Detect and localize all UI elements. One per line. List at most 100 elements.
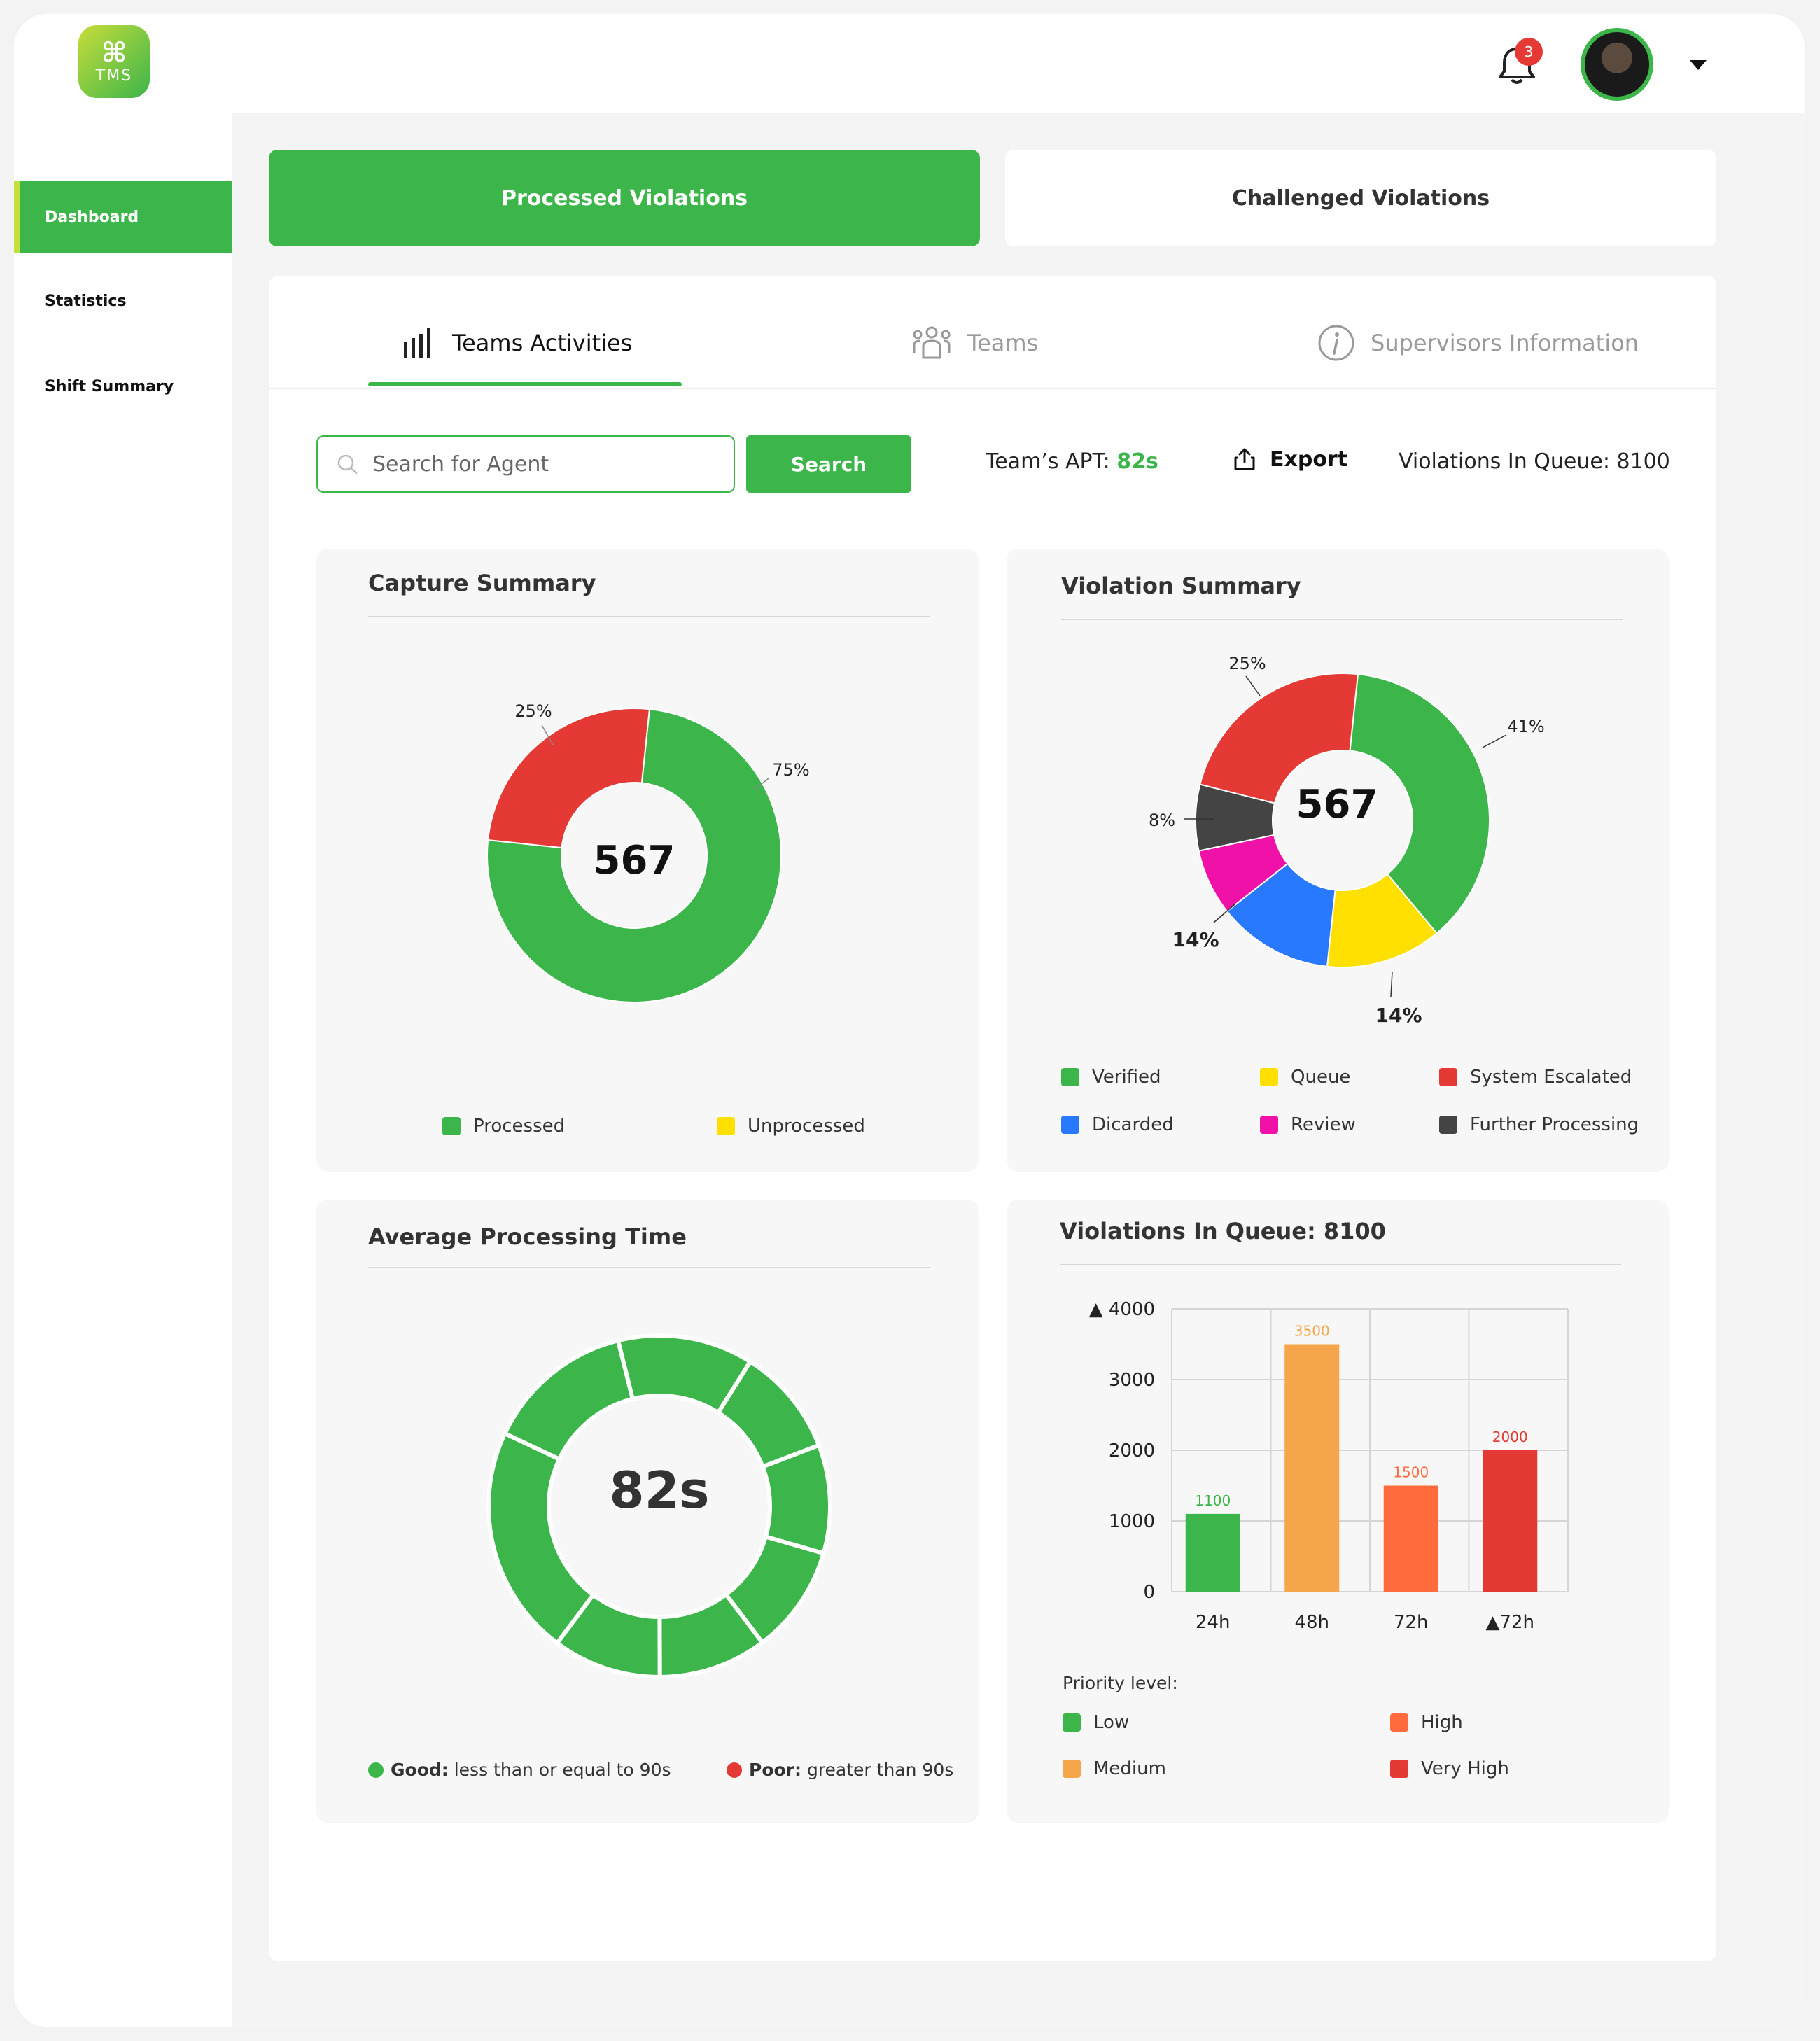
- bar-3: [1483, 1450, 1538, 1592]
- subtab-teams-activities[interactable]: Teams Activities: [402, 318, 632, 368]
- center-value: 567: [1296, 782, 1378, 827]
- pie-slice-verified: [1349, 673, 1490, 934]
- bar-0: [1185, 1513, 1240, 1592]
- bar-value-label: 1500: [1393, 1464, 1429, 1481]
- center-value: 82s: [609, 1461, 709, 1520]
- legend-swatch: [1063, 1713, 1081, 1732]
- notification-badge: 3: [1515, 38, 1543, 66]
- info-icon: [1317, 324, 1355, 362]
- pie-label: 75%: [772, 760, 809, 780]
- search-field[interactable]: [316, 435, 735, 493]
- panel-divider: [1061, 619, 1623, 620]
- y-tick-label: 1000: [1109, 1511, 1155, 1532]
- legend-dot: [368, 1762, 384, 1778]
- bar-value-label: 1100: [1195, 1492, 1231, 1509]
- panel-title: Capture Summary: [368, 570, 596, 596]
- ring-segment: [486, 1430, 596, 1646]
- legend-swatch: [1260, 1116, 1278, 1134]
- team-apt: Team’s APT: 82s: [986, 449, 1158, 474]
- pie-label: 8%: [1149, 811, 1175, 830]
- main-card: Teams Activities Teams Supervisors Infor…: [269, 276, 1716, 1961]
- capture-summary-panel: Capture Summary 25% 75% 567 Processed Un…: [316, 549, 979, 1172]
- panel-divider: [368, 616, 930, 617]
- chevron-down-icon[interactable]: [1690, 60, 1707, 70]
- bar-1: [1284, 1344, 1340, 1592]
- priority-title: Priority level:: [1063, 1673, 1178, 1693]
- legend-label: Low: [1093, 1712, 1130, 1733]
- queue-count-text: Violations In Queue: 8100: [1399, 449, 1670, 474]
- legend-processed: Processed: [442, 1116, 565, 1137]
- legend-swatch: [442, 1117, 461, 1135]
- app-logo[interactable]: ⌘ TMS: [78, 25, 150, 98]
- x-tick-label: 72h: [1394, 1612, 1429, 1633]
- search-button[interactable]: Search: [746, 435, 911, 493]
- subtab-teams[interactable]: Teams: [911, 318, 1038, 368]
- violation-summary-chart: 25% 41% 8% 14% 14% 567: [1149, 654, 1545, 1027]
- pie-slice-processed: [486, 708, 782, 1003]
- legend-swatch: [1390, 1760, 1408, 1778]
- queue-panel: Violations In Queue: 8100 0 1000 2000 3000 ▲…: [1007, 1200, 1669, 1823]
- legend-unprocessed: Unprocessed: [717, 1116, 865, 1137]
- panel-title: Violations In Queue: 8100: [1060, 1218, 1386, 1244]
- y-tick-label: 0: [1143, 1582, 1155, 1603]
- bar-value-label: 3500: [1294, 1323, 1330, 1340]
- bar-chart-icon: [402, 325, 437, 360]
- bar-2: [1383, 1485, 1438, 1592]
- team-icon: [911, 325, 952, 360]
- legend-label: Very High: [1421, 1758, 1509, 1779]
- legend-label: High: [1421, 1712, 1463, 1733]
- pie-slice-unprocessed: [487, 708, 651, 849]
- subtab-label: Teams: [967, 330, 1039, 356]
- active-tab-indicator: [368, 382, 682, 386]
- legend-swatch: [717, 1117, 735, 1135]
- legend-label: Good:: [391, 1760, 449, 1780]
- legend-label: Processed: [473, 1116, 566, 1137]
- pie-label: 14%: [1375, 1004, 1422, 1027]
- y-tick-label: 3000: [1109, 1370, 1155, 1391]
- logo-text: TMS: [95, 66, 133, 85]
- legend-label: Verified: [1092, 1067, 1161, 1088]
- tab-challenged-violations[interactable]: Challenged Violations: [1005, 150, 1716, 246]
- subtab-supervisors-information[interactable]: Supervisors Information: [1317, 318, 1639, 368]
- legend-swatch: [1260, 1068, 1278, 1086]
- ring-segment: [502, 1338, 636, 1462]
- subtab-label: Supervisors Information: [1371, 330, 1639, 356]
- apt-label: Team’s APT:: [986, 449, 1110, 474]
- x-tick-label: ▲72h: [1485, 1612, 1534, 1633]
- tab-divider: [269, 388, 1716, 389]
- center-value: 567: [594, 838, 676, 883]
- legend-swatch: [1061, 1116, 1079, 1134]
- legend-good: Good: less than or equal to 90s: [368, 1760, 671, 1780]
- legend-label: Review: [1291, 1114, 1356, 1135]
- legend-further-processing: Further Processing: [1439, 1114, 1639, 1135]
- x-tick-label: 24h: [1196, 1612, 1231, 1633]
- legend-label: Unprocessed: [748, 1116, 865, 1137]
- y-tick-label: ▲ 4000: [1089, 1299, 1155, 1320]
- sidebar-item-shift-summary[interactable]: Shift Summary: [45, 377, 174, 395]
- subtab-label: Teams Activities: [452, 330, 633, 356]
- avg-processing-panel: Average Processing Time 82s Good: less t…: [316, 1200, 979, 1823]
- app-frame: ⌘ TMS 3 Dashboard Statistics Shift Summa…: [14, 14, 1805, 2027]
- legend-poor: Poor: greater than 90s: [727, 1760, 953, 1780]
- legend-label: Poor:: [749, 1760, 802, 1780]
- panel-title: Average Processing Time: [368, 1223, 687, 1250]
- legend-dicarded: Dicarded: [1061, 1114, 1174, 1135]
- legend-review: Review: [1260, 1114, 1356, 1135]
- export-button[interactable]: Export: [1232, 447, 1348, 472]
- legend-low: Low: [1063, 1712, 1129, 1733]
- search-input[interactable]: [372, 451, 708, 477]
- legend-system-escalated: System Escalated: [1439, 1067, 1632, 1088]
- sidebar-item-statistics[interactable]: Statistics: [45, 292, 127, 310]
- legend-verified: Verified: [1061, 1067, 1161, 1088]
- queue-bar-chart: 0 1000 2000 3000 ▲ 4000 1100 24h 3500 48h 1500 72h…: [1089, 1299, 1569, 1633]
- x-tick-label: 48h: [1294, 1612, 1329, 1633]
- panel-divider: [368, 1267, 930, 1268]
- search-icon: [337, 454, 358, 475]
- legend-label: Queue: [1291, 1067, 1351, 1088]
- capture-summary-chart: 25% 75% 567: [486, 701, 810, 1003]
- violation-summary-panel: Violation Summary 25% 41% 8% 14% 14% 567…: [1007, 549, 1669, 1172]
- avatar[interactable]: [1581, 28, 1653, 101]
- sidebar-item-dashboard[interactable]: Dashboard: [14, 181, 232, 253]
- tab-processed-violations[interactable]: Processed Violations: [269, 150, 980, 246]
- legend-text: greater than 90s: [806, 1760, 954, 1780]
